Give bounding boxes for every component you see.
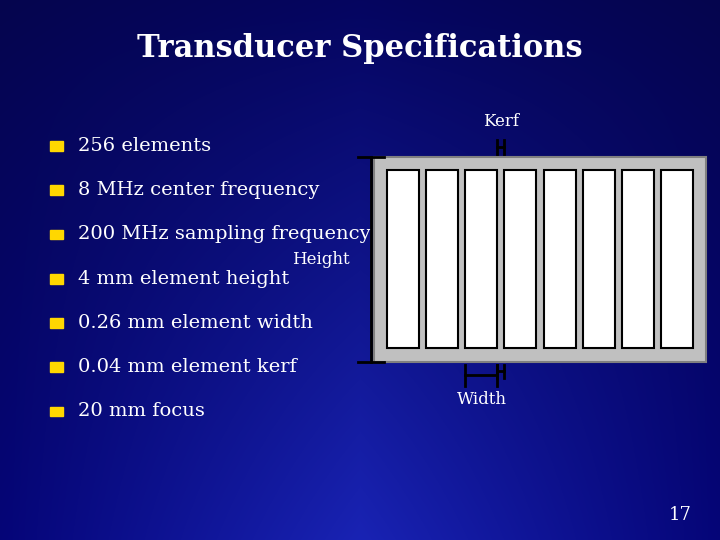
Text: Kerf: Kerf bbox=[483, 113, 519, 130]
Text: 4 mm element height: 4 mm element height bbox=[78, 269, 289, 288]
Text: Height: Height bbox=[292, 251, 349, 268]
Bar bbox=[544, 170, 575, 348]
Bar bbox=[50, 407, 63, 416]
Bar bbox=[465, 170, 498, 348]
Bar bbox=[621, 170, 654, 348]
Bar bbox=[50, 362, 63, 372]
Bar bbox=[50, 318, 63, 328]
Bar bbox=[50, 230, 63, 239]
Text: 200 MHz sampling frequency: 200 MHz sampling frequency bbox=[78, 225, 370, 244]
Text: Width: Width bbox=[456, 392, 506, 408]
Text: 8 MHz center frequency: 8 MHz center frequency bbox=[78, 181, 319, 199]
Bar bbox=[505, 170, 536, 348]
Bar bbox=[50, 185, 63, 195]
Bar bbox=[661, 170, 693, 348]
Text: 0.26 mm element width: 0.26 mm element width bbox=[78, 314, 312, 332]
Bar bbox=[426, 170, 459, 348]
Text: 256 elements: 256 elements bbox=[78, 137, 211, 155]
Bar bbox=[50, 274, 63, 284]
Text: 17: 17 bbox=[668, 506, 691, 524]
Bar bbox=[50, 141, 63, 151]
Text: Transducer Specifications: Transducer Specifications bbox=[138, 33, 582, 64]
Bar bbox=[374, 157, 706, 362]
Bar bbox=[387, 170, 419, 348]
Bar bbox=[582, 170, 615, 348]
Text: 20 mm focus: 20 mm focus bbox=[78, 402, 204, 421]
Text: 0.04 mm element kerf: 0.04 mm element kerf bbox=[78, 358, 297, 376]
